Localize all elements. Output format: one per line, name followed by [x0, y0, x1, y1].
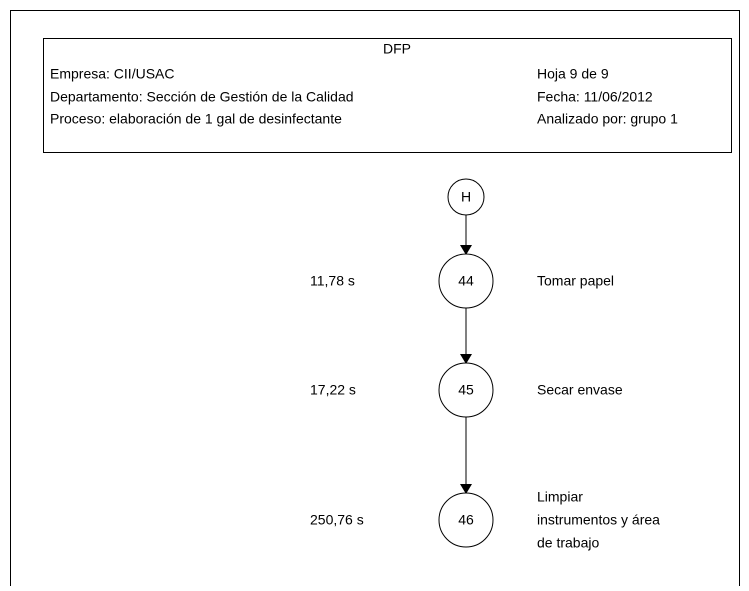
header-right-line: Analizado por: grupo 1: [537, 111, 678, 127]
operation-description: instrumentos y área: [537, 512, 660, 528]
operation-circle: [438, 362, 494, 418]
header-left-line: Departamento: Sección de Gestión de la C…: [50, 89, 354, 105]
page-frame: [10, 10, 740, 591]
header-title: DFP: [383, 41, 411, 57]
header-box: [43, 38, 732, 153]
operation-label: 46: [458, 512, 474, 528]
connector-circle: [447, 178, 485, 216]
header-right-line: Fecha: 11/06/2012: [537, 89, 653, 105]
header-right-line: Hoja 9 de 9: [537, 66, 609, 82]
operation-label: 45: [458, 382, 474, 398]
operation-label: 44: [458, 273, 474, 289]
operation-time: 11,78 s: [310, 273, 355, 289]
header-left-line: Empresa: CII/USAC: [50, 66, 174, 82]
operation-circle: [438, 253, 494, 309]
operation-description: Limpiar: [537, 489, 583, 505]
operation-description: Secar envase: [537, 382, 623, 398]
operation-description: Tomar papel: [537, 273, 614, 289]
operation-time: 250,76 s: [310, 512, 364, 528]
header-left-line: Proceso: elaboración de 1 gal de desinfe…: [50, 111, 342, 127]
operation-circle: [438, 492, 494, 548]
operation-description: de trabajo: [537, 535, 599, 551]
operation-time: 17,22 s: [310, 382, 356, 398]
connector-label: H: [461, 189, 471, 205]
